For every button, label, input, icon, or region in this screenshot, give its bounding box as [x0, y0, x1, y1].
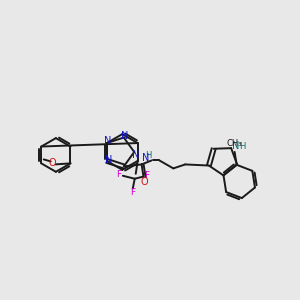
Text: O: O [141, 177, 148, 187]
Text: F: F [144, 171, 149, 180]
Text: CH₃: CH₃ [227, 139, 242, 148]
Text: N: N [142, 154, 149, 164]
Text: F: F [130, 188, 135, 197]
Text: N: N [105, 155, 112, 165]
Text: N: N [121, 130, 128, 141]
Text: O: O [49, 158, 56, 168]
Text: N: N [132, 150, 139, 160]
Text: F: F [116, 170, 122, 179]
Text: N: N [232, 141, 240, 151]
Text: H: H [239, 142, 245, 151]
Text: N: N [104, 136, 112, 146]
Text: H: H [146, 151, 152, 160]
